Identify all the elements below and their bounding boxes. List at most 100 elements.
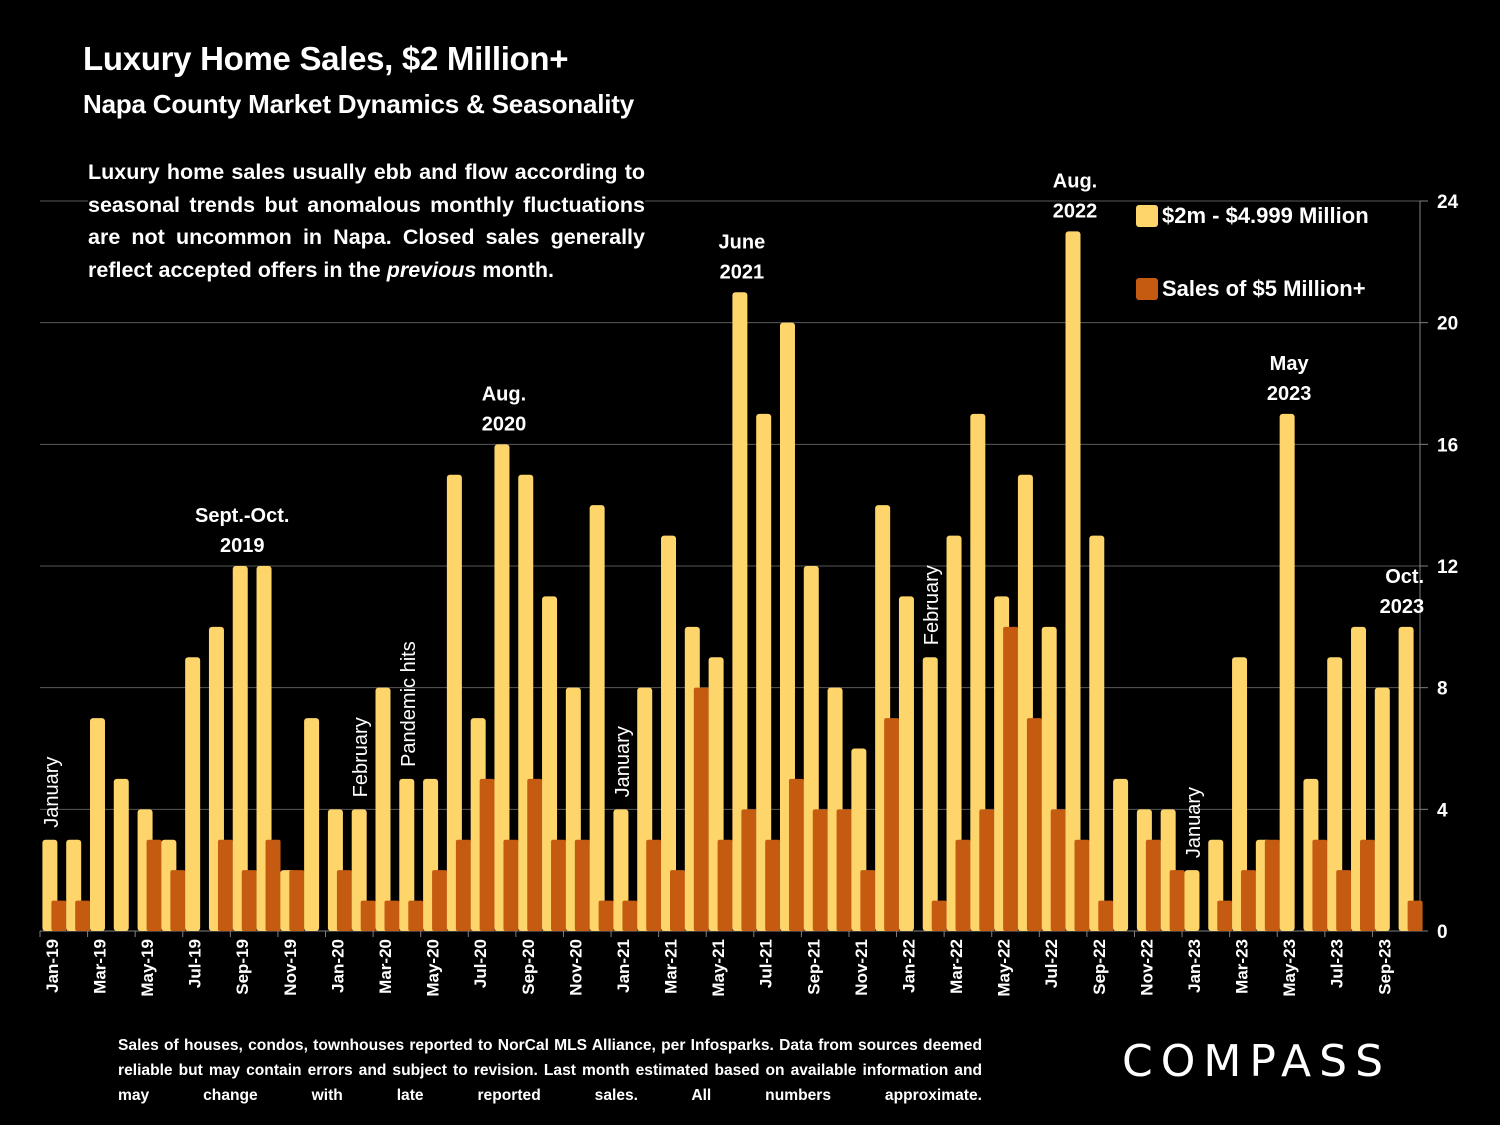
x-tick-label: Jul-19 bbox=[186, 939, 205, 988]
x-tick-label: May-20 bbox=[424, 939, 443, 997]
bar-5m-plus bbox=[1026, 718, 1042, 931]
x-tick-label: Sep-19 bbox=[233, 939, 252, 995]
bar-5m-plus bbox=[1407, 900, 1423, 931]
x-tick-label: Mar-22 bbox=[947, 939, 966, 994]
description-part-1: Luxury home sales usually ebb and flow a… bbox=[88, 160, 645, 282]
bar-2m-5m bbox=[898, 596, 914, 931]
chart-subtitle: Napa County Market Dynamics & Seasonalit… bbox=[83, 89, 634, 119]
bar-5m-plus bbox=[336, 870, 352, 931]
annotation-label: Aug. bbox=[1053, 170, 1097, 192]
bar-2m-5m bbox=[732, 292, 748, 931]
bar-5m-plus bbox=[1050, 809, 1066, 931]
bar-5m-plus bbox=[693, 687, 709, 931]
bar-5m-plus bbox=[527, 778, 543, 931]
bar-5m-plus bbox=[1241, 870, 1257, 931]
bar-2m-5m bbox=[1374, 687, 1390, 931]
x-tick-label: Mar-23 bbox=[1233, 939, 1252, 994]
bar-2m-5m bbox=[589, 505, 605, 931]
annotation-label: 2022 bbox=[1053, 200, 1098, 222]
source-footnote: Sales of houses, condos, townhouses repo… bbox=[118, 1037, 982, 1104]
bar-5m-plus bbox=[1360, 839, 1376, 931]
bar-5m-plus bbox=[217, 839, 233, 931]
bar-5m-plus bbox=[931, 900, 947, 931]
bar-5m-plus bbox=[1003, 626, 1019, 931]
chart-legend: $2m - $4.999 Million Sales of $5 Million… bbox=[1136, 200, 1369, 305]
bar-2m-5m bbox=[1113, 778, 1129, 931]
annotation-label: 2020 bbox=[482, 413, 527, 435]
x-tick-label: Nov-20 bbox=[566, 939, 585, 996]
x-tick-label: Jul-22 bbox=[1042, 939, 1061, 988]
legend-swatch-2m-5m bbox=[1136, 205, 1158, 227]
bar-5m-plus bbox=[717, 839, 733, 931]
bar-5m-plus bbox=[574, 839, 590, 931]
annotation-label: January bbox=[41, 757, 63, 828]
description-italic: previous bbox=[386, 257, 477, 282]
bar-5m-plus bbox=[741, 809, 757, 931]
bar-2m-5m bbox=[375, 687, 391, 931]
bar-5m-plus bbox=[598, 900, 614, 931]
bar-5m-plus bbox=[384, 900, 400, 931]
bar-5m-plus bbox=[503, 839, 519, 931]
bar-5m-plus bbox=[1145, 839, 1161, 931]
y-tick-label: 16 bbox=[1437, 435, 1458, 456]
x-tick-label: Jul-20 bbox=[471, 939, 490, 988]
bar-2m-5m bbox=[1327, 657, 1343, 931]
y-tick-label: 8 bbox=[1437, 679, 1448, 700]
bar-5m-plus bbox=[432, 870, 448, 931]
bar-2m-5m bbox=[661, 535, 677, 931]
annotation-label: February bbox=[350, 717, 372, 797]
bar-2m-5m bbox=[304, 718, 320, 931]
compass-logo: COMPASS bbox=[1122, 1036, 1391, 1087]
bar-5m-plus bbox=[765, 839, 781, 931]
x-tick-label: Jul-23 bbox=[1328, 939, 1347, 988]
x-tick-label: May-22 bbox=[995, 939, 1014, 997]
y-tick-label: 12 bbox=[1437, 557, 1458, 578]
bar-5m-plus bbox=[408, 900, 424, 931]
bar-5m-plus bbox=[1217, 900, 1233, 931]
bar-5m-plus bbox=[170, 870, 186, 931]
annotation-label: January bbox=[1183, 787, 1205, 858]
x-tick-label: Jan-22 bbox=[899, 939, 918, 993]
x-tick-label: Nov-21 bbox=[852, 939, 871, 996]
bar-2m-5m bbox=[1232, 657, 1248, 931]
bar-2m-5m bbox=[946, 535, 962, 931]
bar-2m-5m bbox=[185, 657, 201, 931]
bar-2m-5m bbox=[232, 566, 248, 931]
bar-5m-plus bbox=[75, 900, 91, 931]
bar-2m-5m bbox=[399, 778, 415, 931]
annotation-label: June bbox=[719, 231, 766, 253]
y-tick-label: 24 bbox=[1437, 192, 1459, 213]
annotation-label: January bbox=[612, 726, 634, 797]
x-tick-label: Jan-23 bbox=[1185, 939, 1204, 993]
bar-5m-plus bbox=[1312, 839, 1328, 931]
annotation-label: Oct. bbox=[1385, 566, 1424, 588]
bar-2m-5m bbox=[494, 444, 510, 931]
bar-5m-plus bbox=[1336, 870, 1352, 931]
bar-5m-plus bbox=[265, 839, 281, 931]
annotation-label: Sept.-Oct. bbox=[195, 505, 289, 527]
bar-5m-plus bbox=[551, 839, 567, 931]
x-tick-label: Sep-23 bbox=[1375, 939, 1394, 995]
x-tick-label: Sep-22 bbox=[1090, 939, 1109, 995]
x-tick-label: Nov-19 bbox=[281, 939, 300, 996]
legend-label-2m-5m: $2m - $4.999 Million bbox=[1162, 203, 1369, 228]
annotation-label: 2023 bbox=[1267, 383, 1312, 405]
bar-2m-5m bbox=[756, 413, 772, 932]
x-tick-label: Mar-21 bbox=[662, 939, 681, 994]
bar-5m-plus bbox=[455, 839, 471, 931]
x-tick-label: Mar-19 bbox=[90, 939, 109, 994]
bar-2m-5m bbox=[446, 474, 462, 931]
bar-5m-plus bbox=[788, 778, 804, 931]
x-tick-label: Jan-21 bbox=[614, 939, 633, 993]
bar-2m-5m bbox=[922, 657, 938, 931]
legend-item-5m-plus: Sales of $5 Million+ bbox=[1136, 273, 1369, 305]
x-tick-label: May-19 bbox=[138, 939, 157, 997]
description-part-2: month. bbox=[476, 257, 554, 282]
bar-5m-plus bbox=[836, 809, 852, 931]
bar-2m-5m bbox=[113, 778, 129, 931]
bar-2m-5m bbox=[1089, 535, 1105, 931]
x-tick-label: May-21 bbox=[709, 939, 728, 997]
bar-2m-5m bbox=[1184, 870, 1200, 931]
bar-5m-plus bbox=[360, 900, 376, 931]
